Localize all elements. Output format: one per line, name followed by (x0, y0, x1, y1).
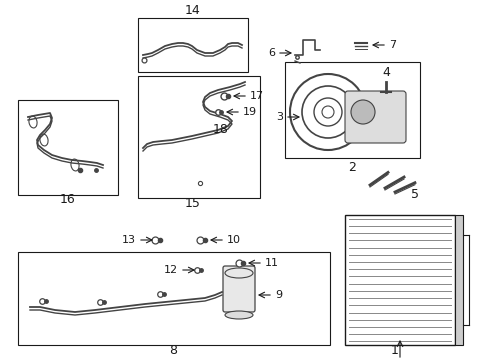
Text: 19: 19 (243, 107, 257, 117)
Text: 17: 17 (249, 91, 264, 101)
Text: 6: 6 (267, 48, 274, 58)
Text: 1: 1 (390, 343, 398, 356)
Bar (285, 62, 419, 158)
Bar (18, 252, 329, 345)
Text: 16: 16 (60, 193, 76, 207)
Bar (345, 215, 454, 345)
Text: 14: 14 (185, 4, 201, 17)
Ellipse shape (224, 311, 252, 319)
Ellipse shape (40, 134, 48, 146)
FancyBboxPatch shape (345, 91, 405, 143)
Text: 18: 18 (213, 123, 228, 136)
Text: 8: 8 (169, 343, 177, 356)
Bar (18, 100, 118, 195)
Bar (138, 76, 260, 198)
Text: 13: 13 (122, 235, 136, 245)
Text: 4: 4 (381, 66, 389, 78)
Text: 12: 12 (163, 265, 178, 275)
Text: 15: 15 (184, 198, 201, 211)
Text: 5: 5 (410, 189, 418, 202)
Text: 11: 11 (264, 258, 279, 268)
Circle shape (350, 100, 374, 124)
FancyBboxPatch shape (223, 266, 254, 312)
Text: 7: 7 (388, 40, 395, 50)
Bar (454, 215, 462, 345)
Text: 10: 10 (226, 235, 241, 245)
Text: 9: 9 (274, 290, 282, 300)
Ellipse shape (71, 159, 79, 171)
Bar (138, 18, 247, 72)
Text: 3: 3 (275, 112, 283, 122)
Ellipse shape (224, 268, 252, 278)
Ellipse shape (29, 116, 37, 128)
Text: 2: 2 (347, 162, 355, 175)
